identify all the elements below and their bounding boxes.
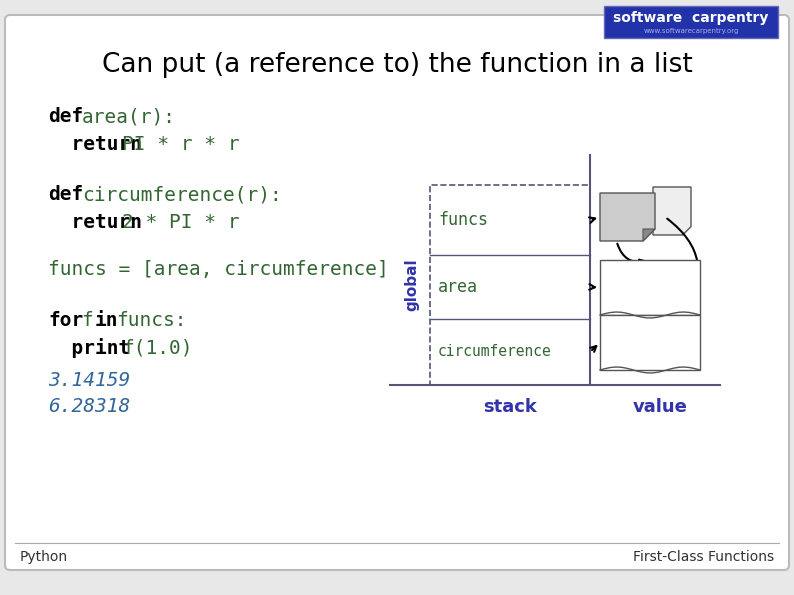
Text: funcs = [area, circumference]: funcs = [area, circumference] xyxy=(48,261,389,280)
Text: circumference: circumference xyxy=(438,345,552,359)
Polygon shape xyxy=(653,187,691,235)
Text: return: return xyxy=(48,136,142,155)
Text: f: f xyxy=(81,311,93,330)
Polygon shape xyxy=(600,193,655,241)
Bar xyxy=(430,185,590,385)
Polygon shape xyxy=(643,229,655,241)
Text: 1100: 1100 xyxy=(606,346,636,359)
Text: global: global xyxy=(404,259,419,311)
Text: funcs:: funcs: xyxy=(116,311,187,330)
Bar xyxy=(600,315,700,370)
Text: def: def xyxy=(48,108,83,127)
Text: 1100: 1100 xyxy=(606,291,636,304)
Text: stack: stack xyxy=(483,398,537,416)
Text: 1001 0110: 1001 0110 xyxy=(606,271,673,284)
Text: print: print xyxy=(48,338,130,358)
Text: funcs: funcs xyxy=(438,211,488,229)
Text: def: def xyxy=(48,186,83,205)
Text: area: area xyxy=(438,278,478,296)
Text: f(1.0): f(1.0) xyxy=(122,339,192,358)
FancyBboxPatch shape xyxy=(5,15,789,570)
Text: return: return xyxy=(48,214,142,233)
Text: www.softwarecarpentry.org: www.softwarecarpentry.org xyxy=(643,28,738,34)
Text: PI * r * r: PI * r * r xyxy=(122,136,240,155)
Text: First-Class Functions: First-Class Functions xyxy=(633,550,774,564)
Text: Can put (a reference to) the function in a list: Can put (a reference to) the function in… xyxy=(102,52,692,78)
Text: Python: Python xyxy=(20,550,68,564)
Bar xyxy=(604,6,778,38)
Text: circumference(r):: circumference(r): xyxy=(82,186,282,205)
Text: for: for xyxy=(48,311,83,330)
Bar xyxy=(600,260,700,315)
Text: in: in xyxy=(95,311,118,330)
Text: value: value xyxy=(633,398,688,416)
Text: 2 * PI * r: 2 * PI * r xyxy=(122,214,240,233)
Text: area(r):: area(r): xyxy=(82,108,176,127)
Text: 1001 0110: 1001 0110 xyxy=(606,326,673,339)
Text: 6.28318: 6.28318 xyxy=(48,397,130,416)
Text: software  carpentry: software carpentry xyxy=(613,11,769,25)
Text: 3.14159: 3.14159 xyxy=(48,371,130,390)
